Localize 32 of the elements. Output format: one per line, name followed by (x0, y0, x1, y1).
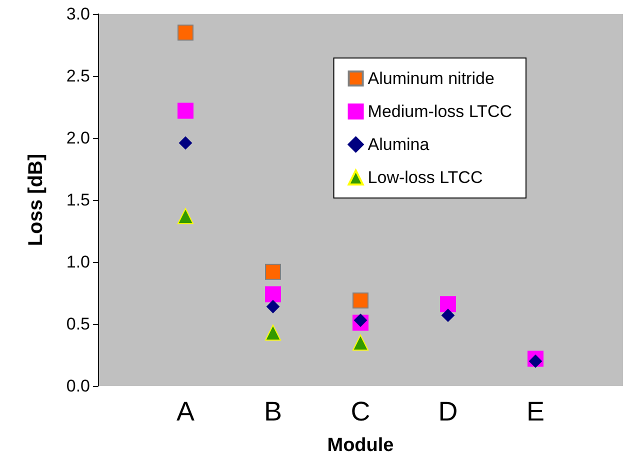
legend-label: Medium-loss LTCC (368, 102, 512, 121)
y-tick-label: 2.0 (66, 128, 90, 148)
x-tick-label: D (438, 396, 458, 426)
point (266, 300, 280, 314)
point (440, 296, 456, 312)
y-tick-label: 3.0 (66, 4, 90, 24)
y-tick-label: 0.5 (66, 314, 90, 334)
point (442, 308, 454, 322)
y-tick-label: 1.5 (66, 190, 90, 210)
y-tick-label: 0.0 (66, 376, 90, 396)
x-tick-label: C (350, 396, 370, 426)
point (352, 334, 368, 351)
point (265, 286, 281, 302)
x-tick-label: E (526, 396, 545, 426)
point (265, 264, 281, 280)
legend-label: Low-loss LTCC (368, 168, 483, 187)
point (529, 354, 542, 368)
x-tick-label: A (176, 396, 195, 426)
point (178, 208, 194, 224)
point (179, 136, 192, 150)
point (354, 314, 367, 327)
y-tick-label: 2.5 (66, 66, 90, 86)
y-axis-title: Loss [dB] (25, 154, 47, 246)
legend-label: Alumina (368, 135, 430, 154)
point (178, 24, 194, 41)
point (352, 292, 368, 308)
legend-label: Aluminum nitride (368, 69, 494, 88)
x-tick-label: B (264, 396, 282, 426)
point (265, 324, 281, 341)
y-tick-label: 1.0 (66, 252, 90, 272)
x-axis-title: Module (327, 435, 394, 456)
point (178, 102, 194, 119)
